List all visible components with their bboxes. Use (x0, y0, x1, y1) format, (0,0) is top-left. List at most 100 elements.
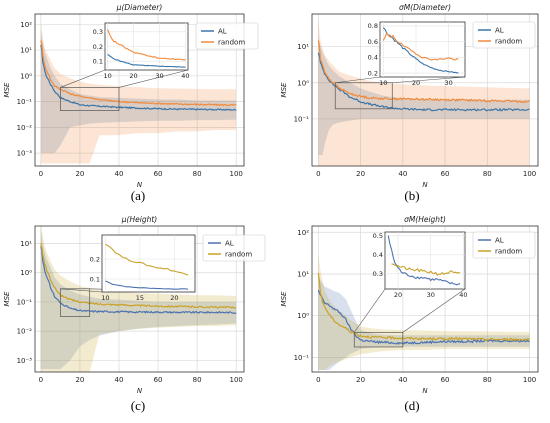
inset-frame (101, 234, 196, 293)
x-tick-label: 60 (154, 170, 163, 178)
axes-frame (34, 225, 245, 373)
inset: 10 15 20 0.1 0.2 (90, 234, 196, 302)
legend-label: random (218, 39, 245, 47)
y-tick-label: 10¹ (20, 47, 32, 55)
inset: 10 20 30 0.2 0.4 0.6 0.8 (368, 21, 466, 87)
panel-a: 0 20 40 60 80 100 10² 10¹ 10⁰ 10⁻¹ 10⁻² 10⁻³ N MSE μ(D… (3, 3, 259, 203)
inset-y-tick-label: 0.5 (373, 232, 383, 240)
panel-title: σM(Height) (404, 215, 446, 224)
legend-label: AL (495, 27, 504, 35)
x-tick-label: 0 (316, 170, 320, 178)
panel-title: μ(Height) (121, 215, 157, 224)
zoom-region (60, 288, 91, 317)
panel-caption: (a) (131, 188, 145, 203)
x-tick-label: 100 (523, 170, 536, 178)
zoom-connector (353, 288, 386, 333)
inset-series-line-random (382, 32, 459, 61)
zoom-connector (402, 288, 466, 333)
legend-label: random (225, 251, 252, 259)
inset-y-tick-label: 0.2 (368, 69, 378, 77)
inset-y-tick-label: 0.3 (93, 28, 103, 36)
series-line-random (317, 272, 531, 342)
axes-frame (34, 13, 245, 167)
inset-series-line-random (391, 263, 461, 276)
band-AL (40, 229, 237, 370)
series-line-AL (40, 44, 237, 111)
inset-y-tick-label: 0.1 (93, 57, 103, 65)
band-random (318, 18, 530, 166)
plot-area (40, 226, 237, 372)
y-tick-label: 10⁻³ (17, 150, 33, 158)
x-tick-label: 60 (154, 376, 163, 384)
axes-frame (311, 13, 539, 167)
plot-area (40, 22, 237, 164)
legend-label: AL (495, 237, 504, 245)
inset-x-tick-label: 40 (459, 291, 467, 299)
zoom-connector (118, 69, 189, 88)
x-tick-label: 80 (193, 376, 202, 384)
inset-frame (379, 21, 466, 78)
y-tick-label: 10⁰ (297, 79, 309, 87)
inset-y-tick-label: 0.4 (373, 251, 383, 259)
inset-x-tick-label: 30 (155, 72, 163, 80)
axes-frame (311, 225, 539, 373)
inset-series-line-AL (105, 280, 189, 290)
legend-label: AL (218, 28, 227, 36)
inset-y-tick-label: 0.2 (90, 255, 100, 263)
series-line-random (40, 243, 237, 309)
series-line-AL (40, 246, 237, 315)
legend-label: random (495, 38, 522, 46)
y-tick-label: 10⁰ (20, 269, 32, 277)
inset-frame (384, 231, 466, 290)
inset-series-line-AL (107, 54, 186, 68)
inset-x-tick-label: 20 (170, 294, 178, 302)
panel-b: 0 20 40 60 80 100 10¹ 10⁰ 10⁻¹ N MSE σM(Diameter) 10… (280, 3, 539, 203)
x-tick-label: 100 (229, 170, 242, 178)
inset-y-tick-label: 0.2 (93, 43, 103, 51)
y-tick-label: 10⁻² (17, 328, 33, 336)
x-tick-label: 20 (356, 376, 365, 384)
series-line-random (317, 40, 530, 104)
x-tick-label: 40 (398, 376, 407, 384)
y-tick-label: 10⁻¹ (17, 298, 33, 306)
x-tick-label: 80 (193, 170, 202, 178)
panel-d: 0 20 40 60 80 100 10² 10¹ 10⁰ 10⁻¹ N MSE σM(Height) 2… (280, 215, 539, 413)
panel-caption: (d) (404, 398, 419, 413)
x-tick-label: 100 (523, 376, 536, 384)
inset-x-tick-label: 20 (129, 72, 137, 80)
zoom-connector (335, 76, 381, 84)
legend: AL random (472, 21, 536, 49)
series-line-AL (317, 289, 530, 346)
legend: AL random (202, 234, 266, 262)
panel-caption: (b) (404, 188, 419, 203)
x-tick-label: 0 (316, 376, 320, 384)
panel-title: μ(Diameter) (116, 3, 163, 12)
y-axis-label: MSE (280, 291, 288, 306)
inset-x-tick-label: 10 (379, 79, 387, 87)
inset-series-line-AL (382, 27, 459, 74)
zoom-connector (392, 76, 466, 84)
y-tick-label: 10¹ (297, 43, 309, 51)
x-axis-label: N (137, 387, 143, 395)
y-tick-label: 10¹ (297, 270, 309, 278)
x-axis-label: N (422, 387, 428, 395)
x-tick-label: 20 (75, 170, 84, 178)
inset-x-tick-label: 30 (427, 291, 435, 299)
band-AL (318, 35, 530, 156)
x-tick-label: 60 (441, 170, 450, 178)
band-random (40, 226, 237, 372)
x-tick-label: 0 (39, 376, 43, 384)
inset-y-tick-label: 0.8 (368, 22, 378, 30)
y-axis-label: MSE (3, 82, 11, 97)
inset-series-line-AL (387, 235, 461, 286)
inset: 20 30 40 0.3 0.4 0.5 (373, 231, 468, 299)
band-AL (40, 30, 237, 154)
legend: AL random (472, 231, 536, 259)
inset-y-tick-label: 0.4 (368, 54, 378, 62)
y-tick-label: 10² (20, 21, 32, 29)
inset-x-tick-label: 40 (181, 72, 189, 80)
x-axis-label: N (422, 181, 428, 189)
legend-label: random (495, 248, 522, 256)
y-tick-label: 10⁻² (17, 124, 33, 132)
